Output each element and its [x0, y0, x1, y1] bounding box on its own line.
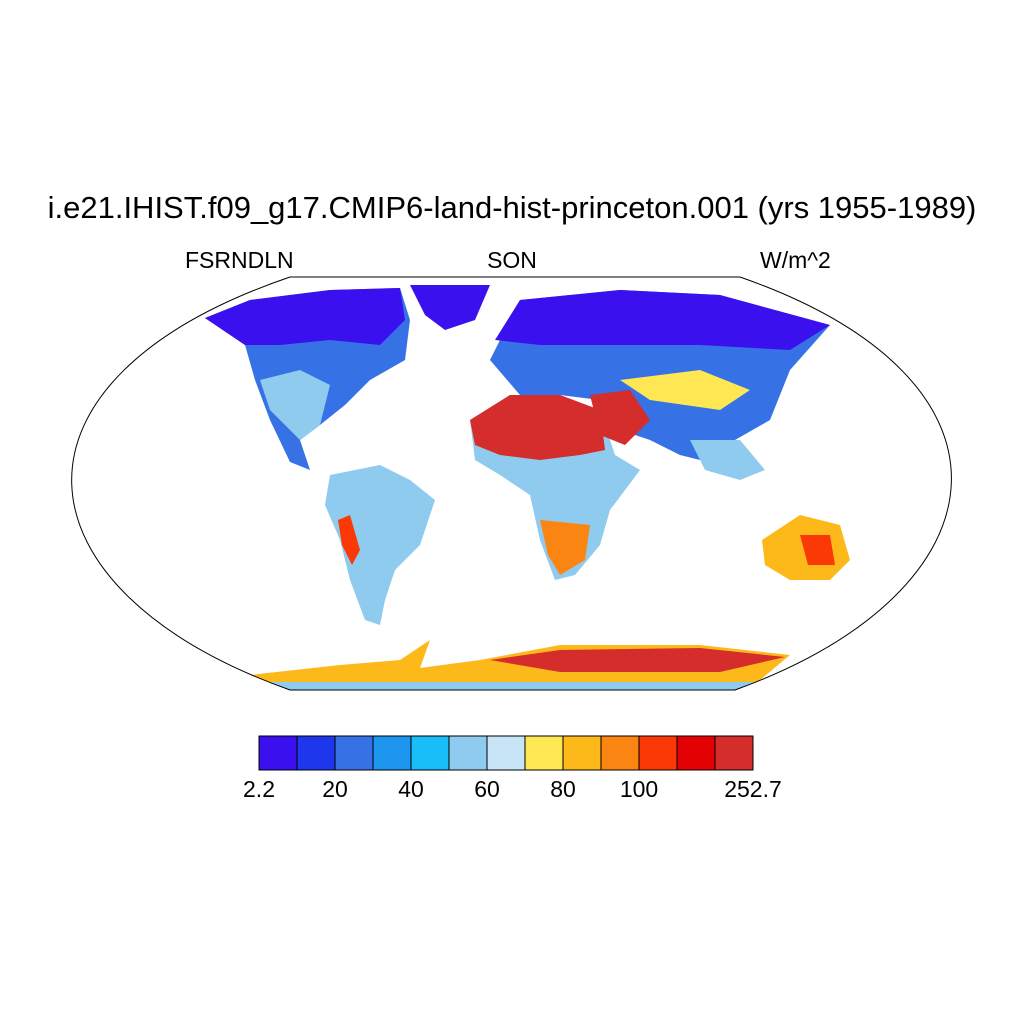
colorbar-swatch — [524, 735, 564, 771]
colorbar-tick-label: 80 — [550, 776, 576, 802]
colorbar-swatch — [258, 735, 298, 771]
colorbar-swatch — [372, 735, 412, 771]
colorbar-swatch — [600, 735, 640, 771]
colorbar-tick-label: 40 — [398, 776, 424, 802]
units-label: W/m^2 — [760, 247, 831, 273]
arabia-india — [590, 390, 650, 445]
colorbar-tick-label: 252.7 — [724, 776, 782, 802]
colorbar-swatch — [714, 735, 754, 771]
colorbar-swatch — [638, 735, 678, 771]
variable-label: FSRNDLN — [185, 247, 294, 273]
colorbar-swatch — [486, 735, 526, 771]
season-label: SON — [487, 247, 537, 273]
colorbar-swatch — [410, 735, 450, 771]
colorbar-swatch — [562, 735, 602, 771]
colorbar-swatch — [296, 735, 336, 771]
map-boundary — [71, 276, 952, 691]
figure-title: i.e21.IHIST.f09_g17.CMIP6-land-hist-prin… — [47, 190, 977, 225]
antarctica-east — [490, 648, 785, 672]
south-america — [325, 465, 435, 625]
southern-africa — [540, 520, 590, 575]
australia-center — [800, 535, 835, 565]
colorbar-swatch — [676, 735, 716, 771]
colorbar-tick-label: 20 — [322, 776, 348, 802]
north-america-central — [260, 370, 330, 440]
andes-hotspot — [338, 515, 360, 565]
greenland — [410, 285, 490, 330]
north-america-north — [205, 288, 405, 345]
colorbar-swatch — [448, 735, 488, 771]
colorbar — [258, 735, 754, 771]
antarctica-coast — [255, 682, 760, 690]
colorbar-tick-label: 2.2 — [243, 776, 275, 802]
central-asia — [620, 370, 750, 410]
sahara — [470, 395, 605, 460]
eurasia-north — [495, 290, 830, 350]
southeast-asia — [690, 440, 765, 480]
colorbar-swatch — [334, 735, 374, 771]
colorbar-tick-label: 100 — [619, 776, 659, 802]
colorbar-tick-label: 60 — [474, 776, 500, 802]
